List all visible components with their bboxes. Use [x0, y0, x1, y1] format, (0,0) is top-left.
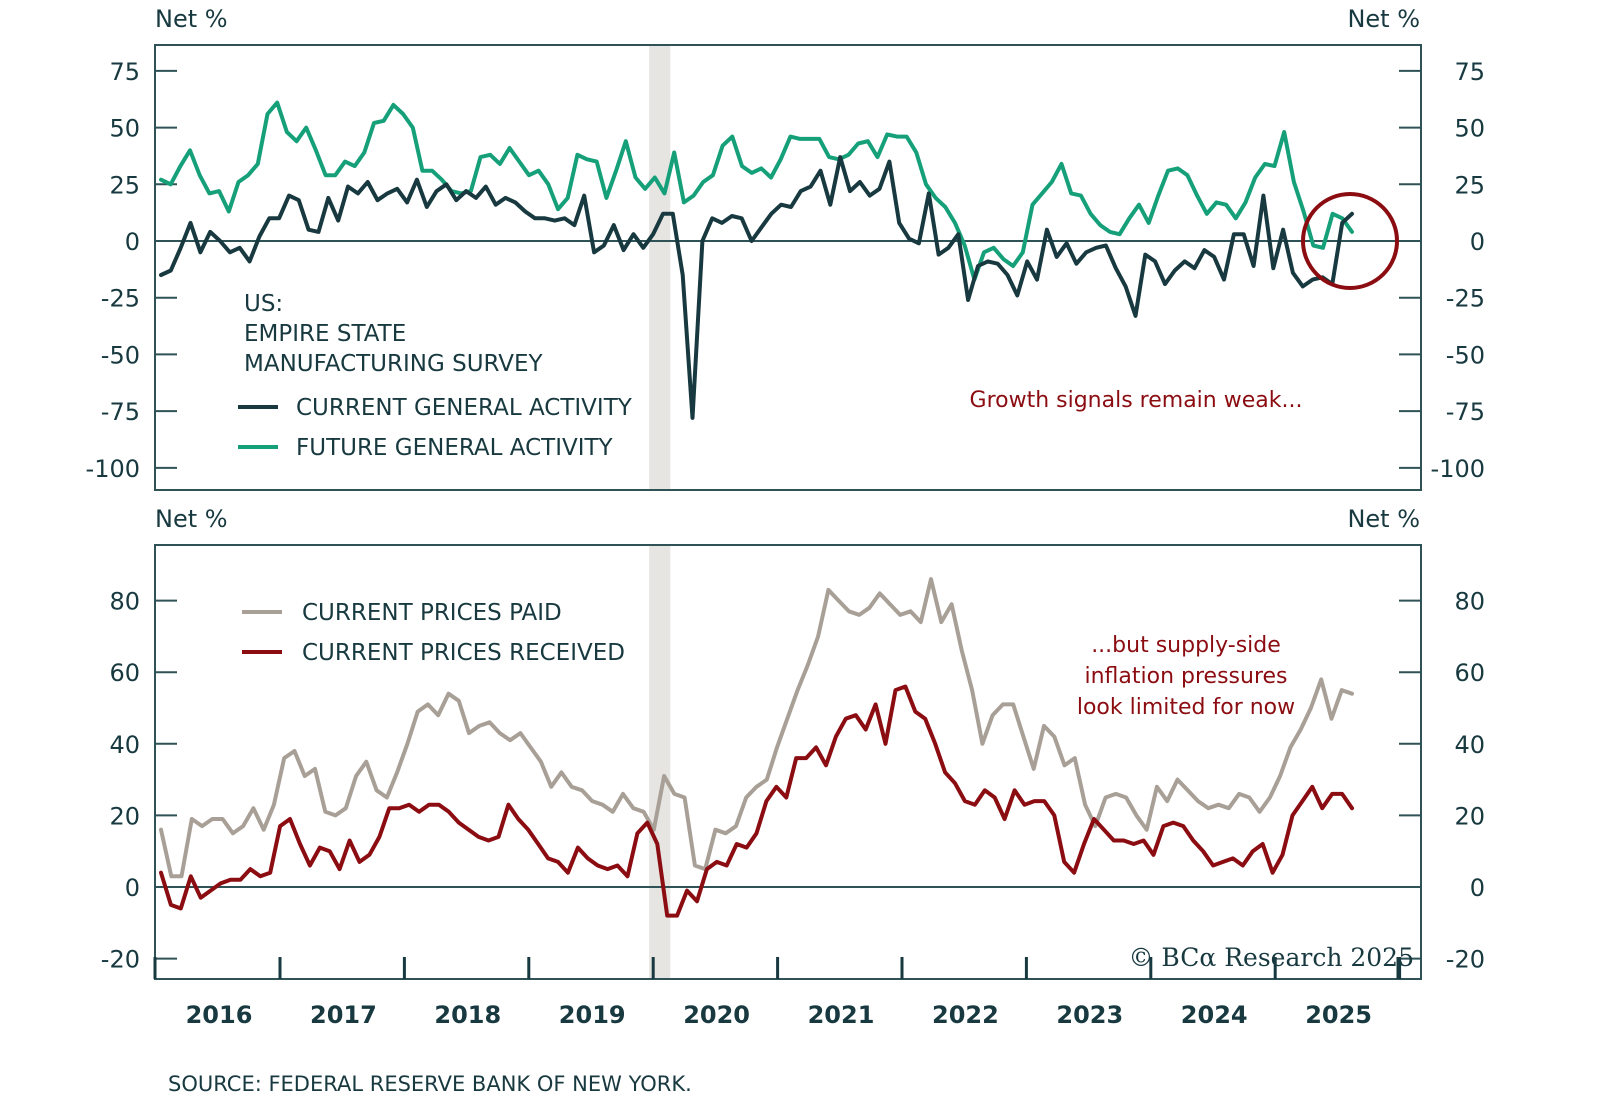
- bottom-panel-left-tick-label: 20: [109, 802, 140, 830]
- highlight-circle: [1301, 192, 1399, 290]
- legend-label-future-activity: FUTURE GENERAL ACTIVITY: [296, 435, 614, 461]
- x-axis: 2016 2017 2018 2019 2020 2021 2022 2023 2024 2025: [153, 957, 1402, 1029]
- x-tick-label-2024: 2024: [1181, 1001, 1248, 1029]
- top-panel-left-tick-label: -50: [101, 341, 140, 369]
- bottom-panel-left-tick-label: 40: [109, 731, 140, 759]
- bottom-panel-right-tick-label: 0: [1470, 874, 1485, 902]
- legend-title-line-1: US:: [244, 291, 283, 317]
- legend-title-line-3: MANUFACTURING SURVEY: [244, 351, 544, 377]
- annotation-growth-signals: Growth signals remain weak...: [970, 388, 1303, 413]
- series-current-general-activity: [159, 155, 1354, 420]
- top-panel-left-tick-label: -100: [86, 455, 140, 483]
- x-tick-label-2021: 2021: [808, 1001, 875, 1029]
- legend-label-prices-received: CURRENT PRICES RECEIVED: [302, 640, 625, 666]
- bottom-panel-left-tick-label: -20: [101, 946, 140, 974]
- bottom-right-unit-label: Net %: [1347, 505, 1420, 533]
- series-current-prices-received: [159, 684, 1354, 918]
- top-right-unit-label: Net %: [1347, 5, 1420, 33]
- top-panel-series: [159, 100, 1354, 420]
- top-panel-right-tick-label: -25: [1446, 285, 1485, 313]
- bottom-panel-frame: [154, 544, 1422, 980]
- top-panel-left-tick-label: -25: [101, 285, 140, 313]
- legend-label-current-activity: CURRENT GENERAL ACTIVITY: [296, 395, 633, 421]
- bottom-panel-right-tick-label: 80: [1454, 588, 1485, 616]
- top-panel-right-tick-label: 0: [1470, 228, 1485, 256]
- bottom-panel-axes: 80 80 60 60 40 40 20 20 0 0 -20 -20: [101, 588, 1485, 974]
- bottom-panel-series: [159, 577, 1354, 918]
- top-panel-frame: [154, 44, 1422, 491]
- top-panel-left-tick-label: 25: [109, 171, 140, 199]
- annotation-inflation-line-3: look limited for now: [1077, 695, 1295, 720]
- bottom-panel-right-tick-label: 20: [1454, 802, 1485, 830]
- copyright-notice: © BCα Research 2025: [1128, 943, 1414, 972]
- annotation-inflation-line-2: inflation pressures: [1084, 664, 1287, 689]
- recession-shading-top: [649, 45, 671, 490]
- top-legend: US: EMPIRE STATE MANUFACTURING SURVEY CU…: [238, 291, 633, 461]
- bottom-panel-right-tick-label: 60: [1454, 659, 1485, 687]
- top-panel-right-tick-label: 25: [1454, 171, 1485, 199]
- recession-shading-bottom: [649, 545, 671, 979]
- x-tick-label-2025: 2025: [1305, 1001, 1372, 1029]
- legend-title-line-2: EMPIRE STATE: [244, 321, 406, 347]
- series-current-prices-paid: [159, 577, 1354, 879]
- top-panel-right-tick-label: -50: [1446, 341, 1485, 369]
- source-note: SOURCE: FEDERAL RESERVE BANK OF NEW YORK…: [168, 1072, 692, 1096]
- bottom-panel-left-tick-label: 80: [109, 588, 140, 616]
- x-tick-label-2022: 2022: [932, 1001, 999, 1029]
- top-panel-left-tick-label: 75: [109, 58, 140, 86]
- top-left-unit-label: Net %: [155, 5, 228, 33]
- x-tick-label-2019: 2019: [559, 1001, 626, 1029]
- annotation-inflation-line-1: ...but supply-side: [1091, 633, 1281, 658]
- bottom-panel-right-tick-label: -20: [1446, 946, 1485, 974]
- x-tick-label-2020: 2020: [683, 1001, 750, 1029]
- bottom-left-unit-label: Net %: [155, 505, 228, 533]
- x-tick-label-2016: 2016: [186, 1001, 253, 1029]
- top-panel-axes: 75 75 50 50 25 25 0 0 -25 -25 -50 -50 -75 -75 -100 -100: [86, 58, 1485, 483]
- top-panel-left-tick-label: 0: [125, 228, 140, 256]
- bottom-panel-left-tick-label: 60: [109, 659, 140, 687]
- top-panel-right-tick-label: 75: [1454, 58, 1485, 86]
- x-tick-label-2023: 2023: [1056, 1001, 1123, 1029]
- top-panel-left-tick-label: 50: [109, 115, 140, 143]
- bottom-panel-left-tick-label: 0: [125, 874, 140, 902]
- x-tick-label-2017: 2017: [310, 1001, 377, 1029]
- top-panel-right-tick-label: 50: [1454, 115, 1485, 143]
- top-panel-right-tick-label: -75: [1446, 398, 1485, 426]
- bottom-legend: CURRENT PRICES PAID CURRENT PRICES RECEI…: [242, 600, 625, 666]
- x-tick-label-2018: 2018: [434, 1001, 501, 1029]
- top-panel-left-tick-label: -75: [101, 398, 140, 426]
- legend-label-prices-paid: CURRENT PRICES PAID: [302, 600, 562, 626]
- bottom-panel-right-tick-label: 40: [1454, 731, 1485, 759]
- series-future-general-activity: [159, 100, 1354, 282]
- top-panel-right-tick-label: -100: [1431, 455, 1485, 483]
